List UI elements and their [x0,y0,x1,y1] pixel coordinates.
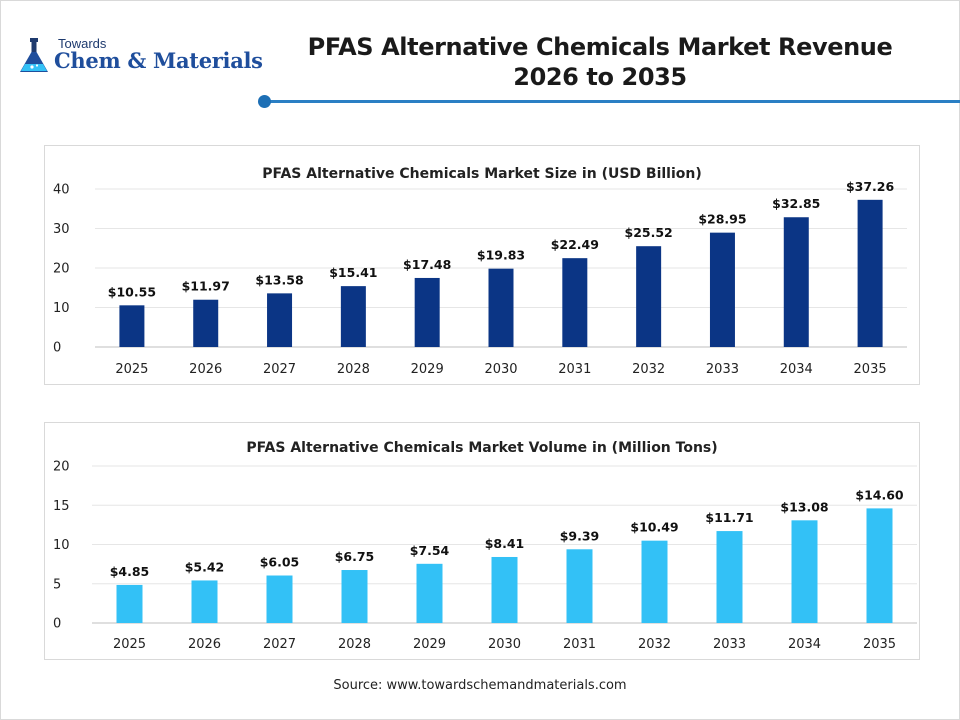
volume-x-tick-label-2031: 2031 [563,637,596,652]
revenue-chart-panel: PFAS Alternative Chemicals Market Size i… [44,145,920,385]
revenue-x-tick-label-2027: 2027 [263,362,296,377]
revenue-bar-2031 [562,258,588,347]
revenue-y-tick-label: 0 [53,341,61,356]
revenue-x-tick-label-2034: 2034 [780,362,813,377]
page-title: PFAS Alternative Chemicals Market Revenu… [300,32,900,92]
logo-towards-text: Towards [58,36,107,51]
revenue-data-label-2033: $28.95 [698,212,746,227]
revenue-x-tick-label-2033: 2033 [706,362,739,377]
revenue-data-label-2031: $22.49 [551,237,599,252]
revenue-bar-2027 [267,293,293,347]
volume-x-tick-label-2026: 2026 [188,637,221,652]
revenue-data-label-2027: $13.58 [255,272,303,287]
volume-data-label-2035: $14.60 [855,487,904,502]
revenue-data-label-2025: $10.55 [108,284,156,299]
revenue-bar-2033 [709,232,735,347]
revenue-data-label-2034: $32.85 [772,196,820,211]
volume-data-label-2027: $6.05 [260,555,300,570]
volume-x-tick-label-2032: 2032 [638,637,671,652]
revenue-chart-title: PFAS Alternative Chemicals Market Size i… [262,166,702,182]
volume-x-tick-label-2027: 2027 [263,637,296,652]
revenue-y-tick-label: 10 [53,301,70,316]
volume-x-tick-label-2034: 2034 [788,637,821,652]
volume-chart: PFAS Alternative Chemicals Market Volume… [53,440,917,652]
volume-bar-2025 [116,584,143,623]
revenue-bar-2032 [636,246,662,347]
revenue-bar-2034 [783,217,809,347]
revenue-x-tick-label-2025: 2025 [115,362,148,377]
volume-bar-2026 [191,580,218,623]
revenue-data-label-2035: $37.26 [846,179,895,194]
revenue-data-label-2030: $19.83 [477,248,525,263]
revenue-y-tick-label: 30 [53,222,70,237]
volume-x-tick-label-2025: 2025 [113,637,146,652]
volume-data-label-2028: $6.75 [335,549,375,564]
volume-bar-2032 [641,540,668,623]
revenue-data-label-2032: $25.52 [625,225,673,240]
volume-x-tick-label-2029: 2029 [413,637,446,652]
volume-bar-2034 [791,520,818,623]
volume-y-tick-label: 20 [53,460,70,475]
title-rule-dot [258,95,271,108]
volume-bar-2031 [566,549,593,623]
revenue-x-tick-label-2035: 2035 [854,362,887,377]
revenue-bar-2026 [193,299,219,347]
page-title-line1: PFAS Alternative Chemicals Market Revenu… [307,33,893,61]
volume-bar-2035 [866,508,893,623]
volume-bar-2033 [716,531,743,623]
page-title-line2: 2026 to 2035 [513,63,687,91]
volume-data-label-2033: $11.71 [705,510,753,525]
volume-data-label-2026: $5.42 [185,559,225,574]
volume-data-label-2031: $9.39 [560,528,600,543]
volume-data-label-2029: $7.54 [410,543,450,558]
revenue-y-tick-label: 20 [53,262,70,277]
revenue-bar-2028 [340,286,366,347]
volume-data-label-2025: $4.85 [110,564,150,579]
volume-bar-2030 [491,556,518,623]
revenue-data-label-2028: $15.41 [329,265,377,280]
logo-main-text: Chem & Materials [54,48,263,73]
volume-data-label-2034: $13.08 [780,499,828,514]
title-rule [264,100,960,103]
volume-y-tick-label: 10 [53,538,70,553]
revenue-data-label-2026: $11.97 [182,279,230,294]
revenue-bar-2035 [857,199,883,347]
source-note: Source: www.towardschemandmaterials.com [333,678,627,693]
revenue-x-tick-label-2029: 2029 [411,362,444,377]
revenue-x-tick-label-2030: 2030 [484,362,517,377]
brand-logo: Towards Chem & Materials [16,34,266,78]
volume-x-tick-label-2035: 2035 [863,637,896,652]
volume-data-label-2030: $8.41 [485,536,525,551]
volume-chart-panel: PFAS Alternative Chemicals Market Volume… [44,422,920,660]
volume-y-tick-label: 5 [53,577,61,592]
flask-icon [20,38,48,72]
volume-bar-2028 [341,570,368,623]
revenue-x-tick-label-2026: 2026 [189,362,222,377]
revenue-x-tick-label-2031: 2031 [558,362,591,377]
volume-chart-title: PFAS Alternative Chemicals Market Volume… [246,440,717,456]
revenue-bar-2029 [414,277,440,347]
revenue-bar-2030 [488,268,514,347]
revenue-bar-2025 [119,305,145,347]
revenue-y-tick-label: 40 [53,183,70,198]
volume-x-tick-label-2028: 2028 [338,637,371,652]
volume-bar-2029 [416,563,443,623]
volume-y-tick-label: 0 [53,617,61,632]
revenue-chart: PFAS Alternative Chemicals Market Size i… [53,166,907,377]
volume-y-tick-label: 15 [53,499,70,514]
volume-bar-2027 [266,575,293,623]
volume-x-tick-label-2030: 2030 [488,637,521,652]
revenue-x-tick-label-2028: 2028 [337,362,370,377]
revenue-x-tick-label-2032: 2032 [632,362,665,377]
volume-data-label-2032: $10.49 [630,520,678,535]
volume-x-tick-label-2033: 2033 [713,637,746,652]
revenue-data-label-2029: $17.48 [403,257,451,272]
